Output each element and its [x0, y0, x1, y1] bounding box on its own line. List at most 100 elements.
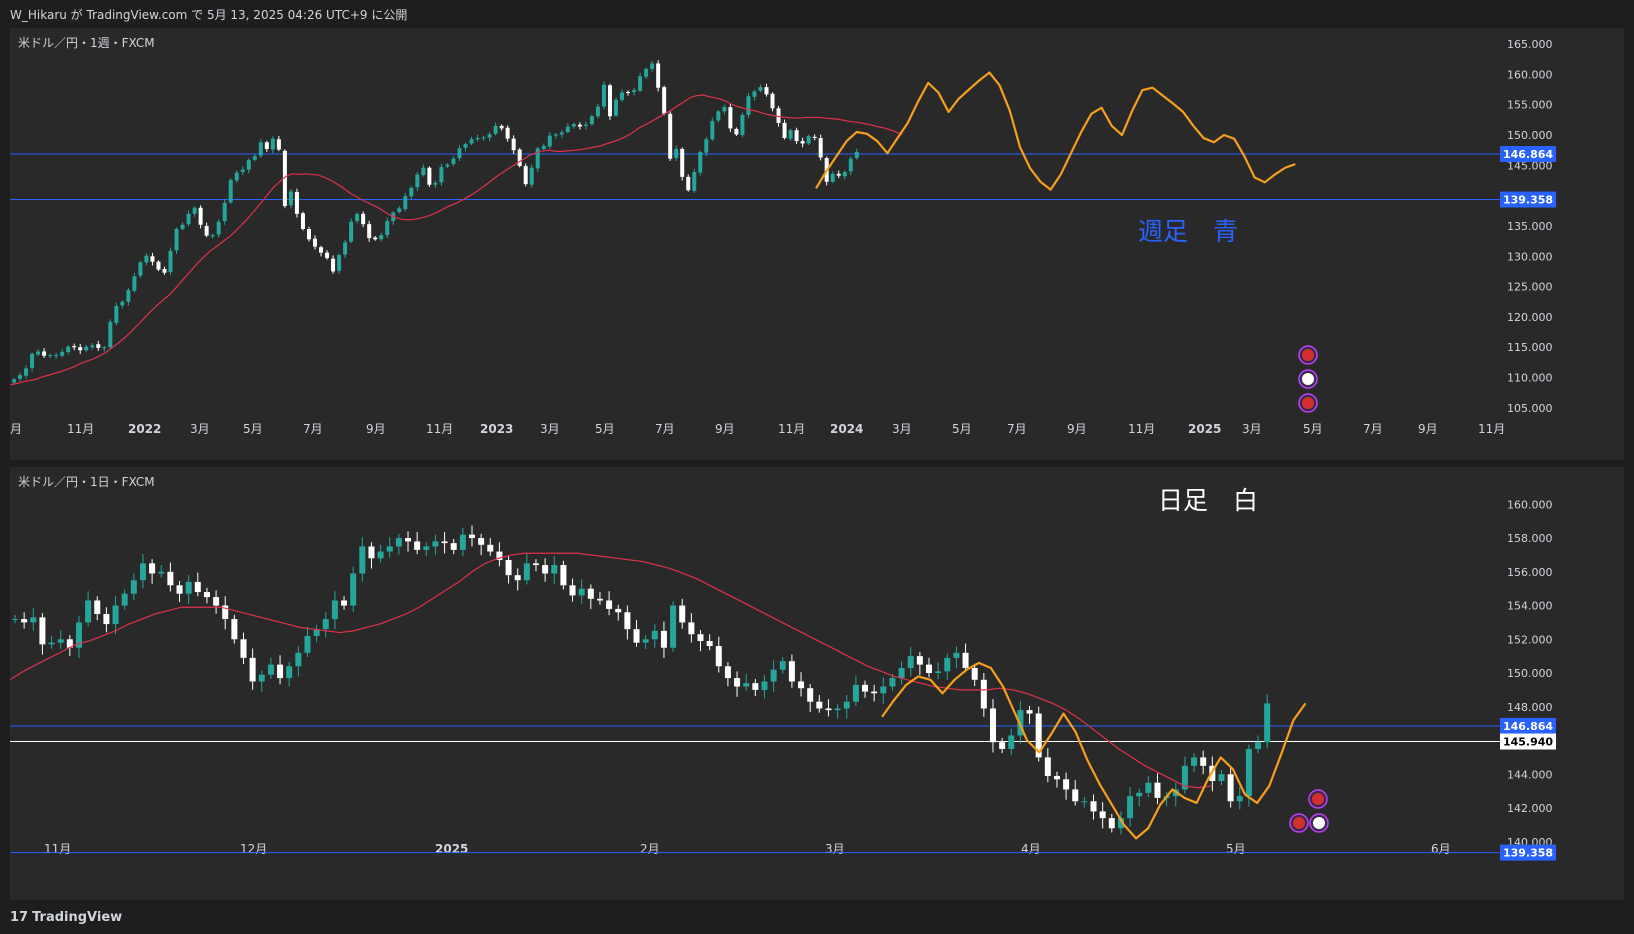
weekly-candle-body	[66, 346, 71, 353]
daily-candle-body	[213, 597, 220, 606]
daily-candle-body	[587, 588, 594, 599]
daily-event-icon-inner	[1313, 817, 1325, 829]
daily-event-icon-inner	[1293, 817, 1305, 829]
daily-candle-body	[606, 600, 613, 609]
daily-y-tick-label: 142.000	[1507, 802, 1553, 815]
weekly-y-tick-label: 120.000	[1507, 311, 1553, 324]
daily-annotation: 日足 白	[1158, 486, 1258, 515]
weekly-candle-body	[553, 134, 558, 136]
weekly-candle-body	[674, 148, 679, 159]
weekly-x-tick-label: 3月	[892, 422, 912, 436]
daily-candle-body	[432, 541, 439, 547]
weekly-x-tick-label: 7月	[655, 422, 675, 436]
daily-candle-body	[542, 565, 549, 574]
weekly-candle-body	[620, 92, 625, 100]
weekly-x-tick-label: 11月	[67, 422, 94, 436]
daily-candle-body	[158, 571, 165, 574]
daily-candle-body	[30, 617, 37, 623]
daily-candle-body	[1218, 774, 1225, 782]
weekly-y-tick-label: 105.000	[1507, 402, 1553, 415]
daily-candle-body	[651, 630, 658, 640]
weekly-candle-body	[716, 111, 721, 121]
daily-candle-body	[596, 598, 603, 601]
daily-candle-body	[1108, 818, 1115, 829]
footer-bar: 17 TradingView	[0, 900, 1634, 934]
weekly-candle-body	[607, 85, 612, 117]
weekly-candle-body	[204, 225, 209, 236]
weekly-x-tick-label: 2025	[1188, 422, 1221, 436]
weekly-candle-body	[300, 213, 305, 229]
weekly-y-tick-label: 150.000	[1507, 129, 1553, 142]
weekly-candle-body	[156, 261, 161, 270]
weekly-annotation: 週足 青	[1138, 217, 1238, 246]
daily-candle-body	[660, 630, 667, 648]
daily-candle-body	[149, 563, 156, 574]
weekly-y-tick-label: 130.000	[1507, 250, 1553, 263]
weekly-x-tick-label: 3月	[190, 422, 210, 436]
weekly-candle-body	[18, 375, 23, 379]
weekly-x-tick-label: 5月	[595, 422, 615, 436]
daily-candle-body	[75, 622, 82, 648]
weekly-chart-panel[interactable]: 165.000160.000155.000150.000145.000140.0…	[10, 28, 1624, 460]
weekly-candle-body	[373, 237, 378, 240]
daily-candle-body	[103, 613, 110, 625]
weekly-candle-body	[595, 106, 600, 117]
weekly-candle-body	[704, 139, 709, 153]
weekly-candle-body	[102, 347, 107, 349]
daily-candle-body	[1127, 796, 1134, 819]
weekly-candle-body	[547, 135, 552, 147]
weekly-candle-body	[758, 87, 763, 91]
daily-candle-body	[359, 546, 366, 574]
daily-candle-body	[322, 619, 329, 630]
daily-x-tick-label: 3月	[825, 842, 845, 856]
daily-candle-body	[1063, 779, 1070, 790]
weekly-candle-body	[517, 149, 522, 166]
daily-chart-panel[interactable]: 160.000 158.000 156.000 154.000 152.000 150.0…	[10, 467, 1624, 900]
weekly-candle-body	[770, 93, 775, 109]
daily-candle-body	[679, 605, 686, 623]
daily-candle-body	[313, 629, 320, 636]
weekly-candle-body	[854, 151, 859, 159]
daily-candle-body	[277, 664, 284, 679]
daily-candle-body	[395, 538, 402, 547]
weekly-chart[interactable]: 165.000160.000155.000150.000145.000140.0…	[10, 28, 1624, 460]
daily-candle-body	[377, 551, 384, 559]
daily-chart[interactable]: 160.000 158.000 156.000 154.000 152.000 150.0…	[10, 467, 1624, 900]
daily-candle-body	[825, 708, 832, 711]
daily-candle-body	[807, 688, 814, 702]
weekly-candle-body	[114, 306, 119, 323]
daily-candle-body	[926, 664, 932, 674]
daily-candle-body	[405, 538, 412, 542]
weekly-x-tick-label: 7月	[303, 422, 323, 436]
daily-price-label: 145.940	[1503, 736, 1553, 749]
publish-info: W_Hikaru が TradingView.com で 5月 13, 2025…	[10, 8, 408, 22]
daily-candle-body	[368, 546, 375, 559]
tradingview-brand[interactable]: 17 TradingView	[10, 910, 122, 925]
daily-candle-body	[240, 639, 247, 658]
daily-candle-body	[1145, 782, 1152, 793]
daily-candle-body	[560, 565, 567, 586]
daily-candle-body	[414, 541, 421, 550]
daily-candle-body	[816, 701, 823, 709]
daily-candle-body	[222, 605, 229, 620]
daily-candle-body	[916, 656, 923, 665]
weekly-candle-body	[282, 150, 287, 206]
daily-x-tick-label: 12月	[240, 842, 267, 856]
daily-candle-body	[1236, 796, 1243, 802]
weekly-x-tick-label: 5月	[243, 422, 263, 436]
daily-y-tick-label: 144.000	[1507, 768, 1553, 781]
daily-candle-body	[871, 691, 878, 694]
weekly-candle-body	[848, 158, 853, 172]
weekly-candle-body	[337, 255, 342, 271]
daily-x-tick-label: 5月	[1226, 842, 1246, 856]
daily-x-tick-label: 4月	[1021, 842, 1041, 856]
weekly-y-tick-label: 155.000	[1507, 99, 1553, 112]
daily-candle-body	[423, 546, 430, 550]
weekly-price-label: 146.864	[1503, 148, 1553, 161]
weekly-y-tick-label: 160.000	[1507, 68, 1553, 81]
weekly-candle-body	[644, 68, 649, 77]
weekly-candle-body	[589, 116, 594, 125]
weekly-candle-body	[632, 90, 637, 92]
weekly-candle-body	[379, 235, 384, 240]
weekly-candle-body	[216, 221, 221, 235]
